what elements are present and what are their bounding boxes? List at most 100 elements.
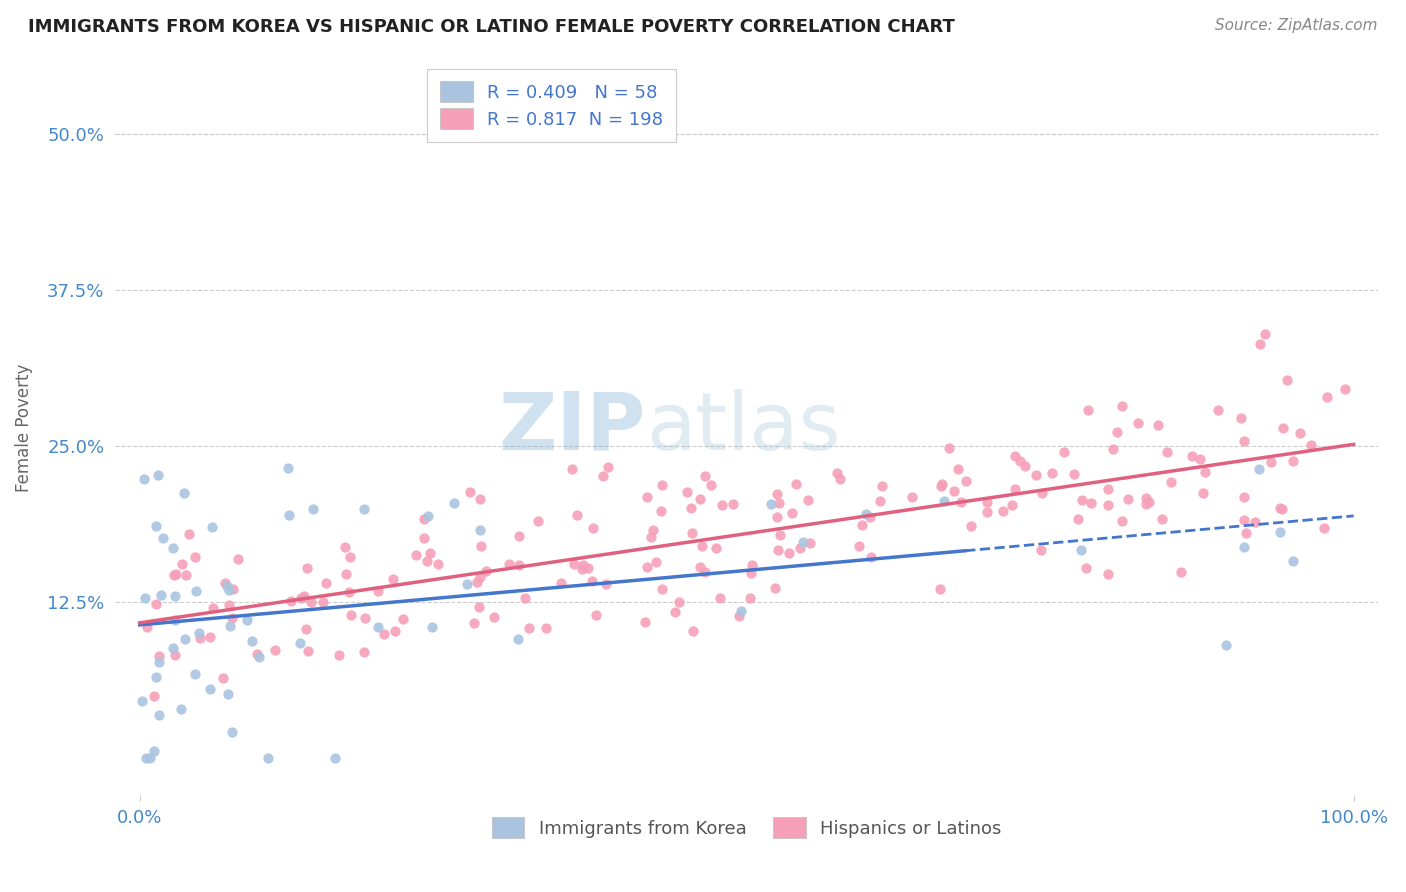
Point <box>571 558 593 572</box>
Point <box>571 561 593 575</box>
Point <box>651 478 673 492</box>
Point <box>184 549 207 564</box>
Point <box>211 671 233 685</box>
Point <box>765 509 787 524</box>
Point <box>201 600 224 615</box>
Point <box>870 479 893 493</box>
Point <box>163 568 186 582</box>
Point <box>277 460 299 475</box>
Point <box>405 548 427 562</box>
Point <box>562 558 585 572</box>
Point <box>582 521 605 535</box>
Point <box>709 591 731 606</box>
Point <box>339 550 361 565</box>
Point <box>650 504 672 518</box>
Point <box>799 535 821 549</box>
Point <box>1249 337 1271 351</box>
Point <box>633 615 655 629</box>
Point <box>1260 455 1282 469</box>
Point <box>134 472 156 486</box>
Point <box>1008 454 1031 468</box>
Point <box>1232 541 1254 555</box>
Point <box>848 539 870 553</box>
Point <box>1333 382 1355 396</box>
Point <box>184 583 207 598</box>
Point <box>1215 639 1237 653</box>
Point <box>468 600 491 615</box>
Point <box>384 624 406 638</box>
Point <box>585 607 607 622</box>
Point <box>645 555 668 569</box>
Point <box>353 611 375 625</box>
Point <box>294 622 316 636</box>
Point <box>689 492 711 507</box>
Point <box>468 569 491 583</box>
Point <box>931 479 953 493</box>
Point <box>176 567 198 582</box>
Point <box>506 632 529 647</box>
Point <box>1053 445 1076 459</box>
Point <box>1074 560 1097 574</box>
Point <box>711 498 734 512</box>
Point <box>785 476 807 491</box>
Point <box>134 591 156 606</box>
Point <box>373 626 395 640</box>
Point <box>353 644 375 658</box>
Point <box>526 514 548 528</box>
Point <box>290 591 312 606</box>
Point <box>143 689 166 703</box>
Point <box>1272 421 1295 435</box>
Point <box>1001 499 1024 513</box>
Legend: Immigrants from Korea, Hispanics or Latinos: Immigrants from Korea, Hispanics or Lati… <box>485 810 1010 846</box>
Point <box>150 588 173 602</box>
Point <box>468 492 491 507</box>
Point <box>827 467 849 481</box>
Point <box>458 485 481 500</box>
Point <box>221 725 243 739</box>
Point <box>367 620 389 634</box>
Point <box>938 442 960 456</box>
Point <box>859 509 882 524</box>
Point <box>768 528 790 542</box>
Point <box>353 502 375 516</box>
Point <box>392 611 415 625</box>
Point <box>1004 482 1026 496</box>
Point <box>135 751 157 765</box>
Point <box>163 589 186 603</box>
Point <box>280 594 302 608</box>
Point <box>704 541 727 555</box>
Point <box>1268 500 1291 515</box>
Point <box>766 486 789 500</box>
Point <box>418 508 440 523</box>
Point <box>855 508 877 522</box>
Point <box>1247 462 1270 476</box>
Point <box>162 541 184 555</box>
Point <box>1135 491 1157 505</box>
Point <box>236 613 259 627</box>
Point <box>136 620 159 634</box>
Point <box>1116 492 1139 507</box>
Point <box>741 558 763 572</box>
Point <box>148 655 170 669</box>
Point <box>1277 373 1299 387</box>
Point <box>302 502 325 516</box>
Point <box>165 566 187 581</box>
Text: IMMIGRANTS FROM KOREA VS HISPANIC OR LATINO FEMALE POVERTY CORRELATION CHART: IMMIGRANTS FROM KOREA VS HISPANIC OR LAT… <box>28 18 955 36</box>
Text: ZIP: ZIP <box>498 389 645 467</box>
Point <box>1271 501 1294 516</box>
Point <box>860 549 883 564</box>
Point <box>1031 486 1053 500</box>
Point <box>337 585 360 599</box>
Point <box>145 518 167 533</box>
Point <box>218 599 240 613</box>
Point <box>1101 442 1123 456</box>
Point <box>315 575 337 590</box>
Point <box>1301 437 1323 451</box>
Point <box>869 493 891 508</box>
Point <box>419 546 441 560</box>
Point <box>187 626 209 640</box>
Point <box>780 506 803 520</box>
Point <box>1040 466 1063 480</box>
Point <box>152 531 174 545</box>
Point <box>1282 453 1305 467</box>
